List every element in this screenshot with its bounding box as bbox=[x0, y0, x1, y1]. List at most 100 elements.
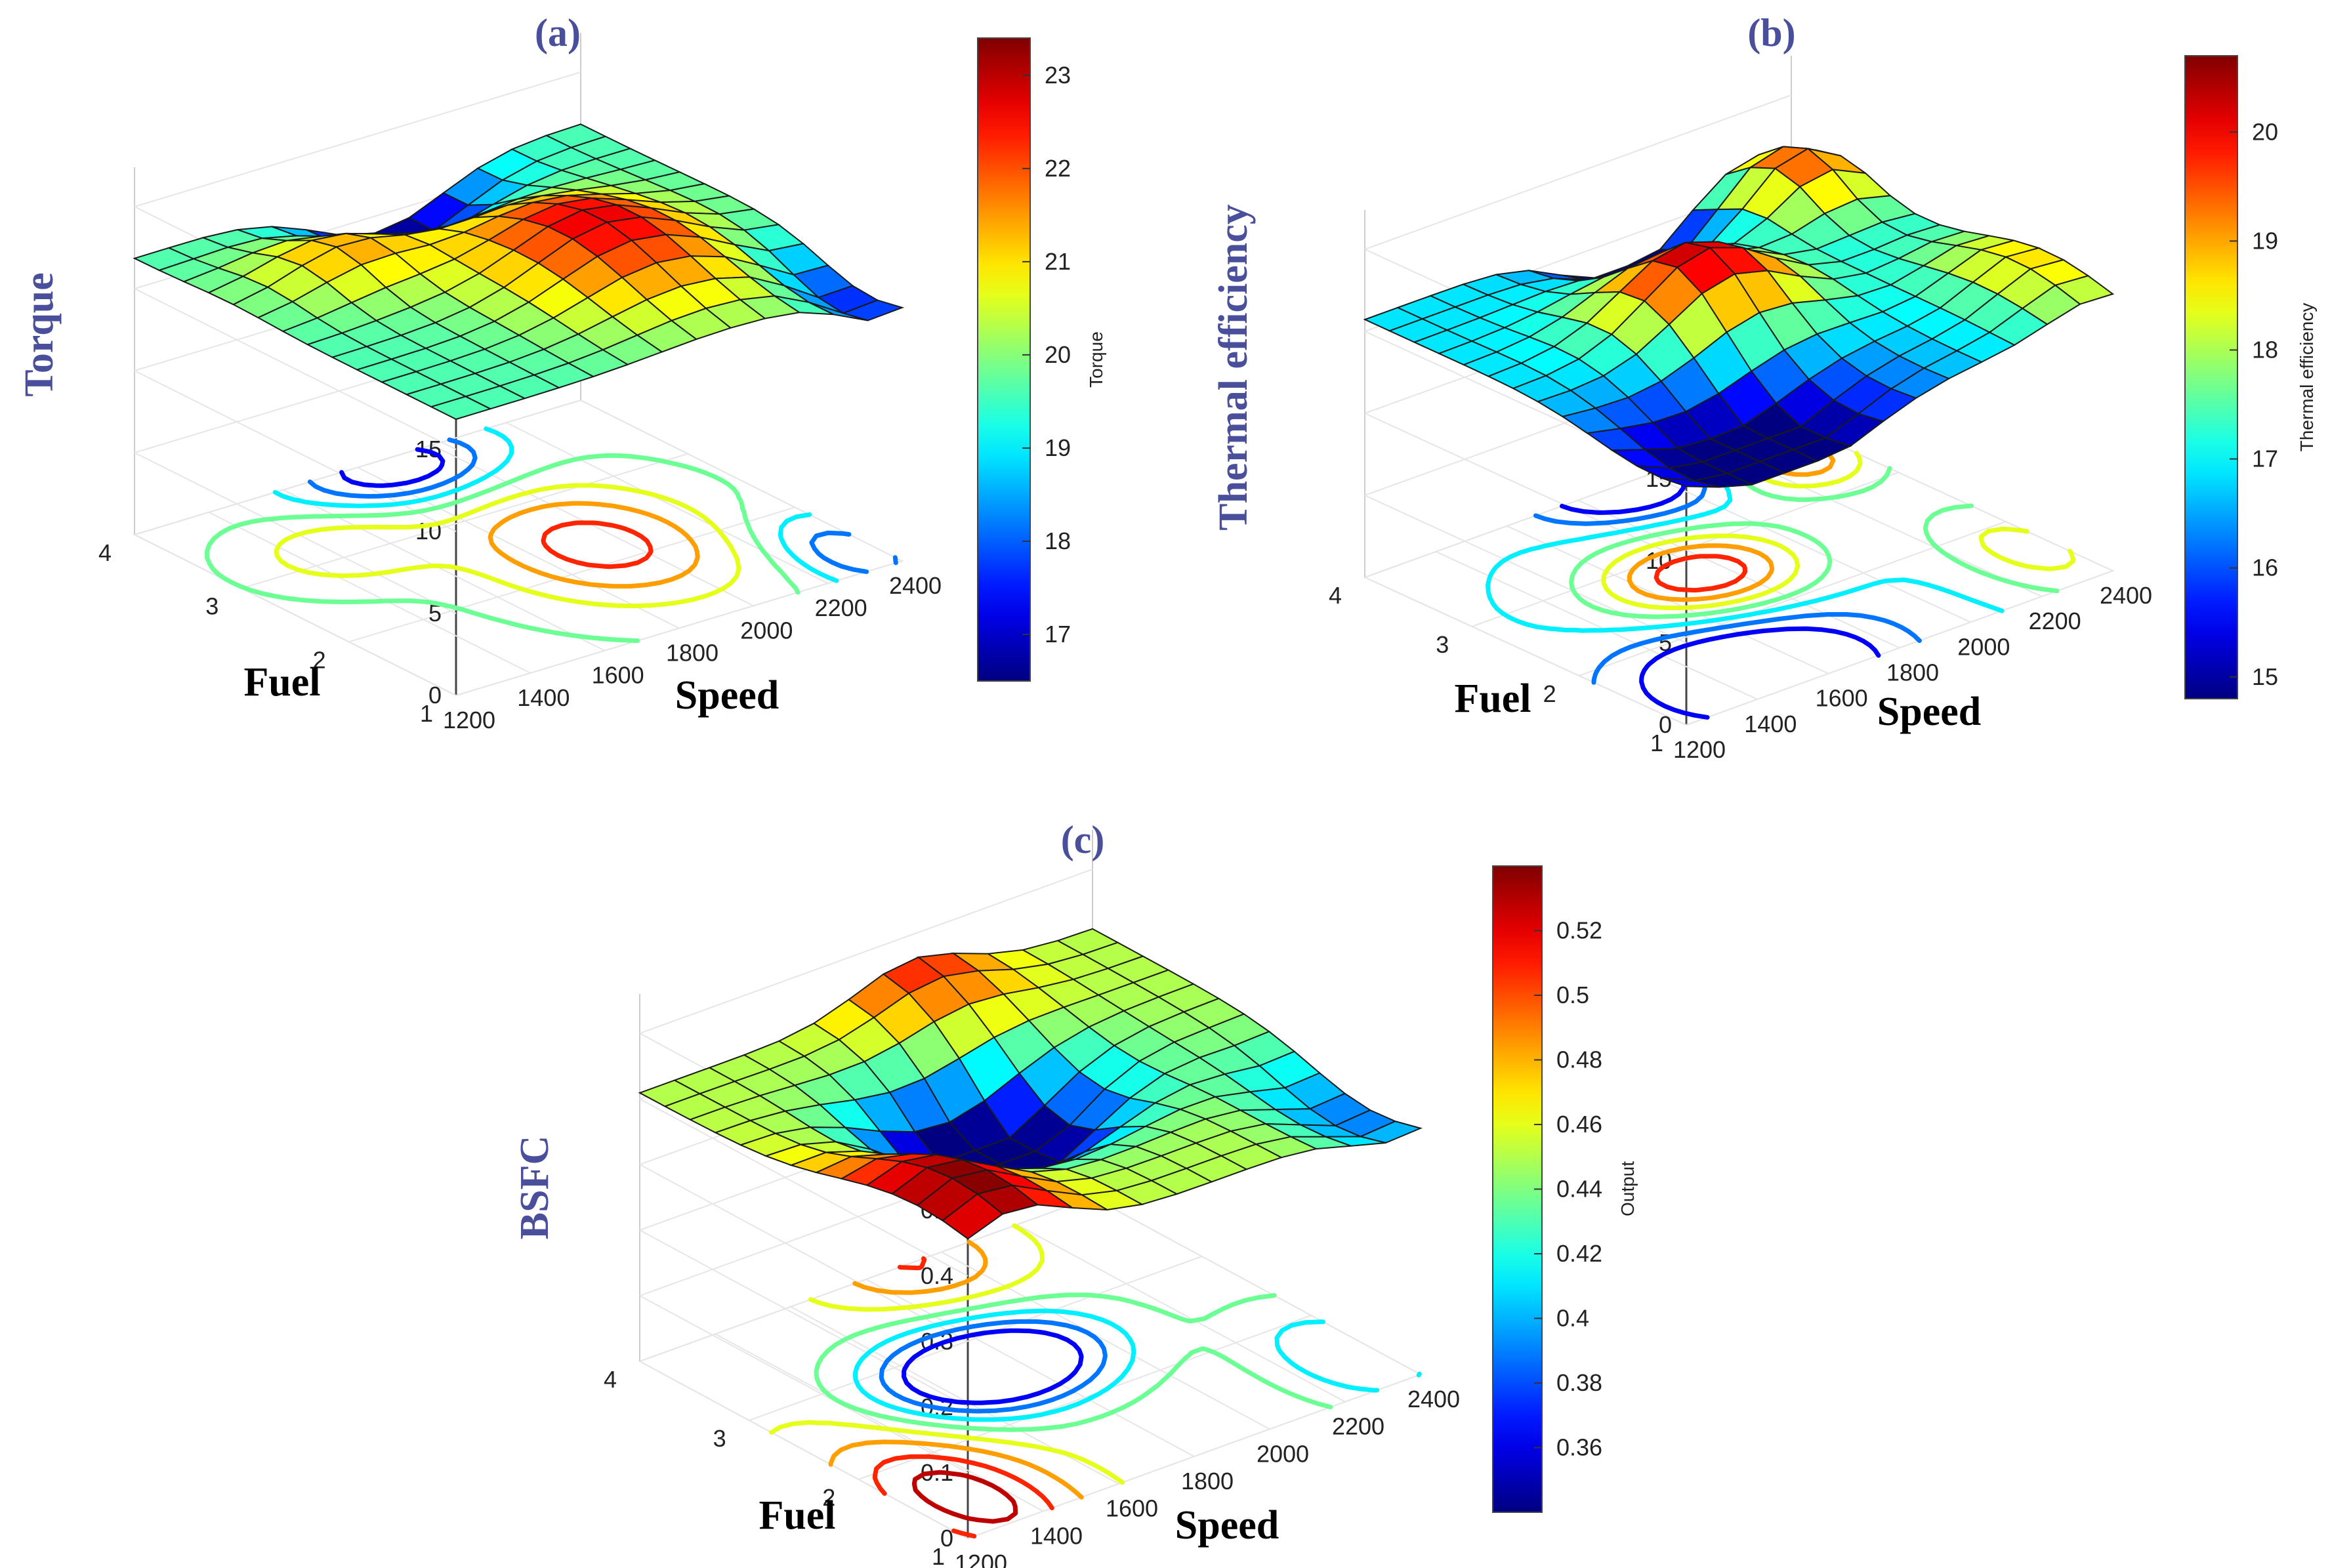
y-tick-label: 3 bbox=[713, 1425, 726, 1452]
y-tick-label: 1 bbox=[420, 700, 433, 727]
floor-grid-x bbox=[208, 511, 531, 674]
y-tick-label: 3 bbox=[1436, 631, 1449, 658]
panel-c-bsfc: 00.10.20.30.40.5120014001600180020002200… bbox=[512, 818, 1638, 1568]
colorbar bbox=[2184, 55, 2238, 699]
colorbar-tick-label: 17 bbox=[1045, 621, 1071, 648]
colorbar-tick-label: 15 bbox=[2252, 663, 2278, 690]
wall-grid-z bbox=[1364, 577, 1687, 726]
x-tick-label: 2000 bbox=[1957, 633, 2010, 660]
y-axis-title: Fuel bbox=[1454, 676, 1531, 721]
colorbar-tick-label: 0.36 bbox=[1556, 1434, 1602, 1461]
x-tick-label: 1800 bbox=[1181, 1468, 1234, 1495]
x-tick-label: 1800 bbox=[1886, 659, 1939, 686]
surface-mesh bbox=[1363, 146, 2115, 488]
z-tick-label: 0 bbox=[1659, 711, 1672, 738]
wall-grid-z bbox=[639, 869, 1093, 1034]
x-tick-label: 2400 bbox=[889, 572, 942, 599]
y-tick-label: 4 bbox=[1329, 582, 1342, 609]
x-tick-label: 1400 bbox=[1744, 711, 1797, 737]
floor-grid-y bbox=[241, 453, 688, 589]
contour-line bbox=[339, 447, 446, 488]
floor-grid-x bbox=[865, 1279, 1195, 1457]
z-axis-title: Thermal efficiency bbox=[1211, 204, 1256, 531]
wall-grid-z bbox=[134, 288, 457, 450]
wall-grid-z bbox=[639, 1361, 968, 1539]
colorbar-tick-label: 0.46 bbox=[1556, 1111, 1602, 1138]
contour-line bbox=[879, 1319, 1108, 1414]
panel-a-torque: 0510152012001400160018002000220024001234… bbox=[17, 11, 1106, 733]
y-axis-title: Fuel bbox=[243, 660, 320, 705]
colorbar-tick-label: 20 bbox=[2252, 118, 2278, 145]
colorbar-tick-label: 20 bbox=[1045, 341, 1071, 368]
x-tick-label: 1200 bbox=[1673, 736, 1726, 763]
colorbar-label: Thermal efficiency bbox=[2297, 303, 2317, 452]
contour-plot bbox=[769, 1223, 1422, 1538]
x-tick-label: 2400 bbox=[1407, 1386, 1460, 1413]
contour-line bbox=[872, 1256, 1054, 1538]
colorbar-tick-label: 0.52 bbox=[1556, 917, 1602, 944]
wall-grid-z bbox=[1364, 413, 1687, 562]
colorbar-tick-label: 0.5 bbox=[1556, 981, 1589, 1008]
x-tick-label: 2200 bbox=[2029, 608, 2081, 634]
x-axis-title: Speed bbox=[1877, 690, 1981, 734]
z-tick-label: 0 bbox=[940, 1525, 953, 1552]
z-tick-label: 0.4 bbox=[921, 1262, 953, 1289]
floor-grid-x bbox=[941, 1251, 1270, 1430]
panel-label: (b) bbox=[1747, 11, 1795, 54]
contour-line bbox=[274, 483, 741, 609]
colorbar-tick-label: 22 bbox=[1045, 155, 1071, 182]
y-tick-label: 3 bbox=[205, 593, 218, 620]
floor-grid-x bbox=[1016, 1224, 1346, 1403]
x-axis-title: Speed bbox=[675, 673, 779, 718]
x-tick-label: 1800 bbox=[666, 640, 718, 667]
wall-grid-z bbox=[1364, 495, 1687, 644]
z-tick-label: 5 bbox=[428, 600, 442, 627]
x-tick-label: 2000 bbox=[1257, 1440, 1309, 1467]
z-tick-label: 0 bbox=[428, 682, 442, 709]
wall-grid-z bbox=[639, 1164, 968, 1342]
contour-line bbox=[911, 1470, 1018, 1524]
colorbar-tick-label: 18 bbox=[2252, 336, 2278, 363]
colorbar-tick-label: 0.4 bbox=[1556, 1305, 1589, 1332]
wall-grid-z bbox=[134, 534, 457, 696]
panel-label: (c) bbox=[1061, 818, 1105, 861]
wall-grid-z bbox=[639, 1229, 968, 1408]
y-tick-label: 2 bbox=[822, 1484, 835, 1511]
x-tick-label: 1400 bbox=[517, 684, 570, 711]
x-tick-label: 1600 bbox=[1816, 685, 1868, 712]
colorbar bbox=[977, 37, 1031, 682]
y-tick-label: 4 bbox=[604, 1366, 617, 1393]
x-tick-label: 2200 bbox=[1332, 1413, 1384, 1440]
panel-b-thermal-efficiency: 0510152012001400160018002000220024001234… bbox=[1211, 11, 2317, 763]
x-tick-label: 1400 bbox=[1030, 1522, 1083, 1549]
contour-line bbox=[1569, 421, 2060, 619]
contour-line bbox=[1533, 458, 1922, 685]
contour-line bbox=[205, 453, 801, 644]
wall-grid-z bbox=[134, 400, 581, 535]
colorbar-label: Output bbox=[1617, 1161, 1638, 1216]
surface-patch bbox=[1661, 477, 1720, 488]
y-tick-label: 4 bbox=[98, 539, 112, 566]
floor-grid-x bbox=[506, 422, 829, 585]
contour-line bbox=[541, 520, 654, 569]
surface-patch bbox=[429, 396, 492, 421]
wall-grid-z bbox=[134, 72, 581, 207]
floor-grid-x bbox=[1577, 499, 1900, 649]
x-tick-label: 2000 bbox=[740, 617, 793, 644]
contour-plot bbox=[1486, 421, 2075, 720]
colorbar-tick-label: 18 bbox=[1045, 527, 1071, 554]
surface-mesh bbox=[638, 928, 1423, 1240]
floor-grid-x bbox=[1648, 474, 1971, 623]
colorbar-tick-label: 0.38 bbox=[1556, 1369, 1602, 1396]
y-tick-label: 1 bbox=[932, 1543, 945, 1568]
contour-line bbox=[272, 426, 839, 583]
x-tick-label: 1600 bbox=[592, 662, 644, 689]
floor-grid-y bbox=[1686, 570, 2113, 726]
contour-line bbox=[307, 437, 898, 574]
wall-grid-z bbox=[639, 1098, 968, 1277]
colorbar-tick-label: 19 bbox=[1045, 434, 1071, 461]
x-axis-title: Speed bbox=[1175, 1503, 1279, 1548]
colorbar-tick-label: 21 bbox=[1045, 248, 1071, 275]
contour-plot bbox=[205, 426, 898, 644]
z-axis-title: Torque bbox=[17, 272, 62, 397]
